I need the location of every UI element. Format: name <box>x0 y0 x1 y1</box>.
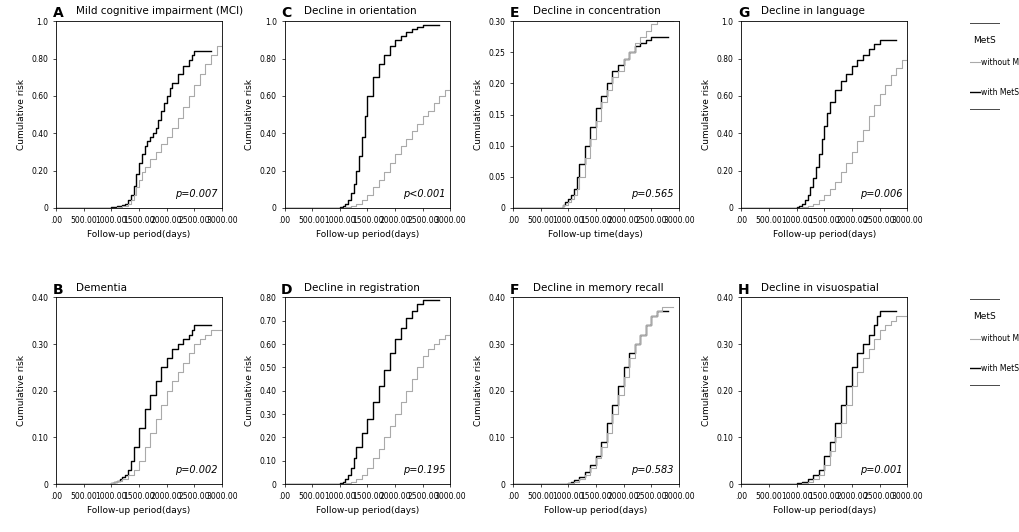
Text: p<0.001: p<0.001 <box>403 188 445 198</box>
Y-axis label: Cumulative risk: Cumulative risk <box>246 79 254 150</box>
Text: MetS: MetS <box>972 312 995 321</box>
X-axis label: Follow-up period(days): Follow-up period(days) <box>88 506 191 516</box>
Text: with MetS: with MetS <box>980 88 1018 97</box>
Text: Mild cognitive impairment (MCI): Mild cognitive impairment (MCI) <box>76 6 243 16</box>
Text: with MetS: with MetS <box>980 364 1018 373</box>
Text: p=0.001: p=0.001 <box>859 465 902 475</box>
Text: G: G <box>738 6 749 20</box>
Y-axis label: Cumulative risk: Cumulative risk <box>473 355 482 426</box>
Text: p=0.195: p=0.195 <box>403 465 445 475</box>
Text: F: F <box>510 282 519 296</box>
Text: p=0.583: p=0.583 <box>631 465 674 475</box>
Text: Decline in visuospatial: Decline in visuospatial <box>760 282 878 293</box>
Y-axis label: Cumulative risk: Cumulative risk <box>17 355 25 426</box>
Text: Dementia: Dementia <box>76 282 127 293</box>
Text: C: C <box>281 6 291 20</box>
Text: p=0.565: p=0.565 <box>631 188 674 198</box>
X-axis label: Follow-up period(days): Follow-up period(days) <box>88 230 191 239</box>
Y-axis label: Cumulative risk: Cumulative risk <box>246 355 254 426</box>
FancyBboxPatch shape <box>968 300 1000 385</box>
Y-axis label: Cumulative risk: Cumulative risk <box>473 79 482 150</box>
Text: D: D <box>281 282 292 296</box>
Text: p=0.002: p=0.002 <box>174 465 217 475</box>
Text: Decline in orientation: Decline in orientation <box>304 6 417 16</box>
Text: MetS: MetS <box>972 36 995 45</box>
Text: Decline in concentration: Decline in concentration <box>532 6 660 16</box>
Y-axis label: Cumulative risk: Cumulative risk <box>701 79 710 150</box>
Text: p=0.006: p=0.006 <box>859 188 902 198</box>
Text: H: H <box>738 282 749 296</box>
Text: A: A <box>53 6 63 20</box>
Text: Decline in language: Decline in language <box>760 6 864 16</box>
FancyBboxPatch shape <box>968 23 1000 109</box>
X-axis label: Follow-up period(days): Follow-up period(days) <box>544 506 647 516</box>
X-axis label: Follow-up period(days): Follow-up period(days) <box>316 230 419 239</box>
Text: Decline in registration: Decline in registration <box>304 282 420 293</box>
Y-axis label: Cumulative risk: Cumulative risk <box>17 79 25 150</box>
X-axis label: Follow-up period(days): Follow-up period(days) <box>316 506 419 516</box>
X-axis label: Follow-up period(days): Follow-up period(days) <box>772 230 875 239</box>
Text: without MetS: without MetS <box>980 58 1019 67</box>
Text: without MetS: without MetS <box>980 334 1019 343</box>
Text: Decline in memory recall: Decline in memory recall <box>532 282 662 293</box>
Y-axis label: Cumulative risk: Cumulative risk <box>701 355 710 426</box>
Text: B: B <box>53 282 63 296</box>
X-axis label: Follow-up period(days): Follow-up period(days) <box>772 506 875 516</box>
X-axis label: Follow-up time(days): Follow-up time(days) <box>548 230 643 239</box>
Text: E: E <box>510 6 519 20</box>
Text: p=0.007: p=0.007 <box>174 188 217 198</box>
